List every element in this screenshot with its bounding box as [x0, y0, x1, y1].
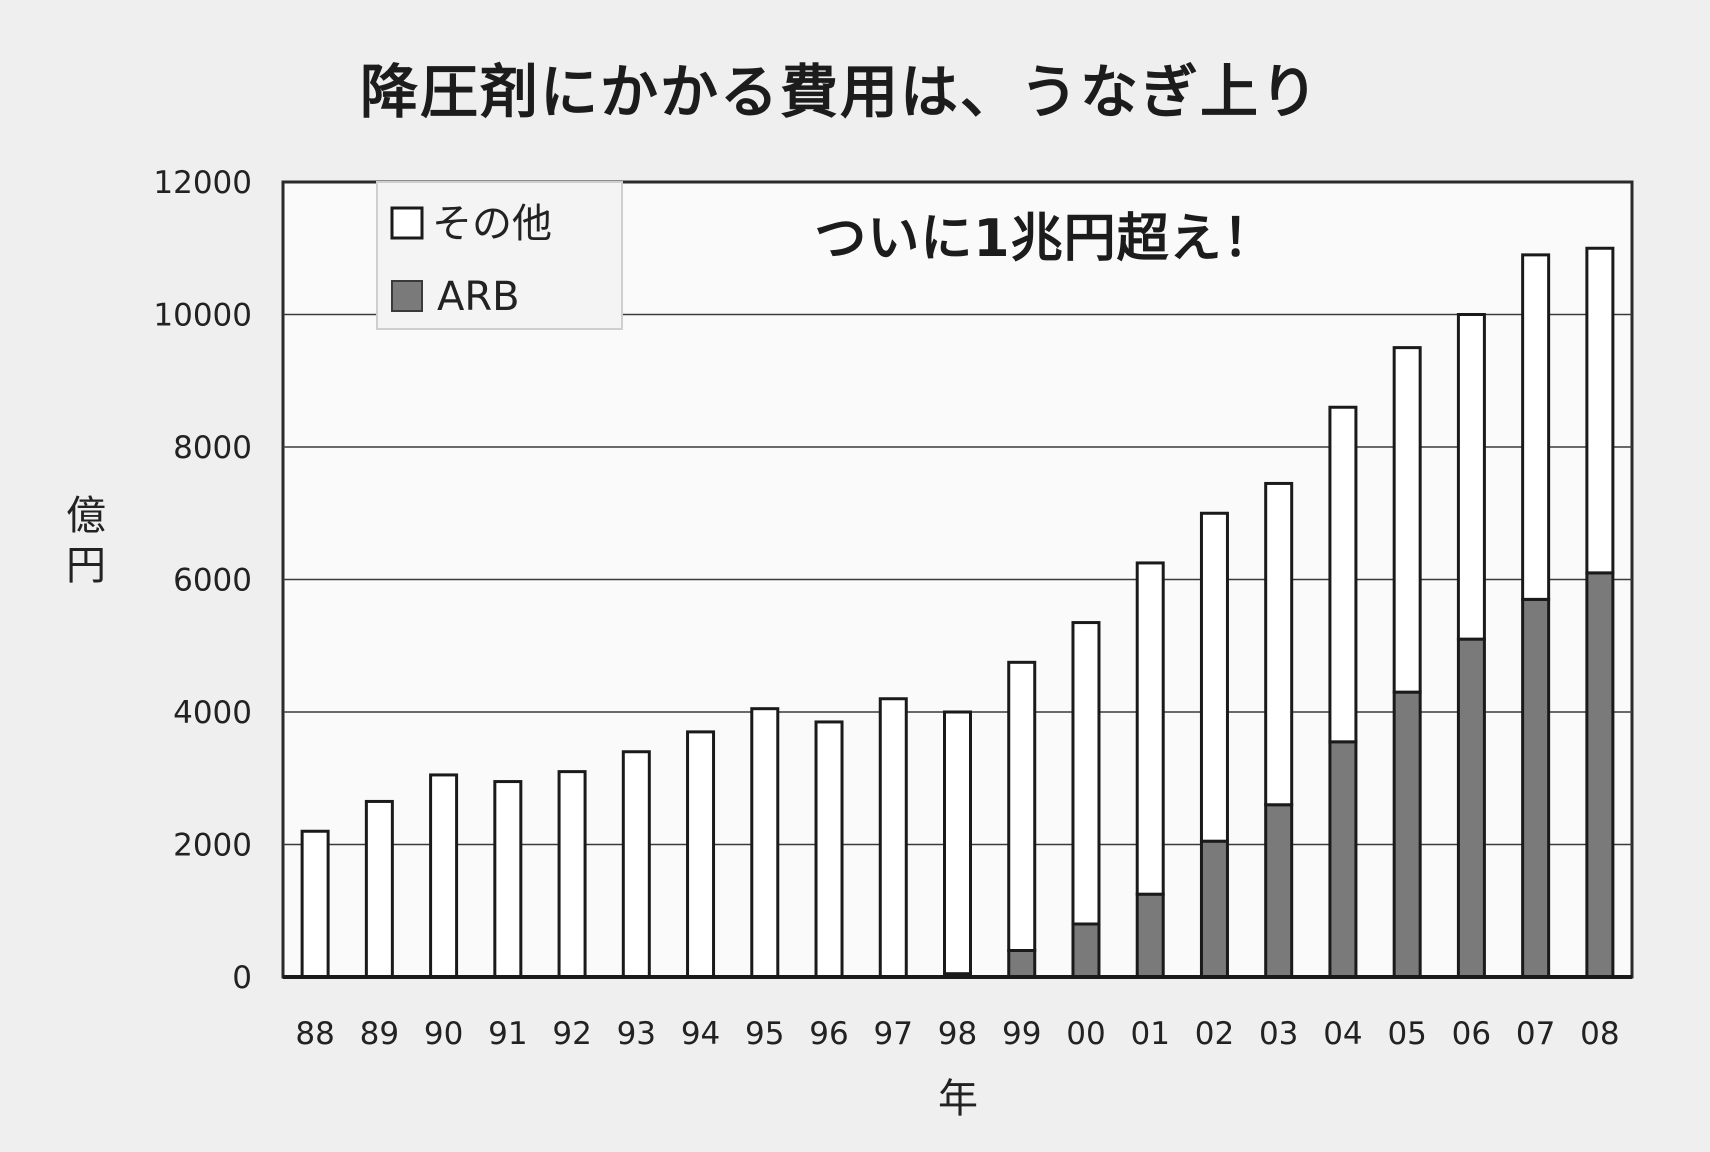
x-tick-label: 06 — [1452, 1016, 1491, 1052]
x-tick-label: 94 — [681, 1016, 720, 1052]
legend: その他 ARB — [376, 181, 623, 330]
legend-label-arb: ARB — [437, 274, 520, 320]
bar-segment — [943, 710, 972, 976]
bar-segment — [1328, 405, 1358, 744]
x-tick-label: 08 — [1580, 1016, 1619, 1052]
bar-segment — [1071, 922, 1101, 979]
x-tick-label: 02 — [1195, 1016, 1234, 1052]
x-tick-label: 00 — [1066, 1016, 1105, 1052]
bar-segment — [1264, 481, 1294, 807]
x-tick-label: 90 — [424, 1016, 463, 1052]
x-tick-label: 04 — [1323, 1016, 1362, 1052]
bar-segment — [429, 773, 459, 979]
x-tick-label: 07 — [1516, 1016, 1555, 1052]
chart-title: 降圧剤にかかる費用は、うなぎ上り — [360, 58, 1320, 126]
bar-segment — [1456, 313, 1486, 641]
x-tick-label: 99 — [1002, 1016, 1041, 1052]
y-tick-label: 8000 — [173, 430, 252, 466]
bar-segment — [1456, 637, 1486, 979]
y-tick-label: 12000 — [153, 165, 252, 201]
x-tick-label: 88 — [295, 1016, 334, 1052]
x-tick-label: 05 — [1387, 1016, 1426, 1052]
x-tick-label: 92 — [552, 1016, 591, 1052]
bar-segment — [1392, 346, 1422, 694]
bar-segment — [1007, 949, 1037, 979]
bar-segment — [1585, 246, 1615, 575]
x-tick-label: 97 — [874, 1016, 913, 1052]
bar-segment — [1264, 803, 1294, 979]
bar-segment — [493, 780, 523, 979]
bar-segment — [1585, 571, 1615, 979]
x-axis-ticks: 88 89 90 91 92 93 94 95 96 97 98 99 00 01 02 03 04 05 06 07… — [295, 1016, 1619, 1052]
bar-segment — [1007, 660, 1037, 952]
bar-segment — [750, 707, 780, 979]
annotation-text: ついに1兆円超え！ — [814, 209, 1275, 269]
x-tick-label: 96 — [809, 1016, 848, 1052]
bar-segment — [621, 750, 651, 979]
y-axis-label-char: 億 — [66, 493, 106, 539]
x-tick-label: 03 — [1259, 1016, 1298, 1052]
bars — [300, 246, 1615, 979]
y-axis-label-char: 円 — [66, 543, 106, 589]
legend-label-other: その他 — [432, 201, 552, 247]
plot-area — [281, 180, 1634, 979]
y-axis-label: 億円 — [66, 493, 106, 589]
bar-segment — [1199, 839, 1229, 979]
bar-segment — [1135, 892, 1165, 979]
y-axis-ticks: 0 2000 4000 6000 8000 10000 12000 — [153, 165, 252, 996]
bar-segment — [814, 720, 844, 979]
x-tick-label: 91 — [488, 1016, 527, 1052]
x-tick-label: 95 — [745, 1016, 784, 1052]
bar-segment — [686, 730, 716, 979]
y-tick-label: 6000 — [173, 563, 252, 599]
bar-segment — [300, 829, 330, 979]
y-tick-label: 10000 — [153, 298, 252, 334]
x-tick-label: 93 — [617, 1016, 656, 1052]
bar-segment — [1328, 740, 1358, 979]
bar-segment — [1521, 253, 1551, 601]
y-tick-label: 0 — [232, 960, 252, 996]
bar-segment — [557, 770, 587, 979]
bar-segment — [1135, 561, 1165, 896]
bar-segment — [1071, 621, 1101, 926]
x-tick-label: 89 — [360, 1016, 399, 1052]
y-tick-label: 4000 — [173, 695, 252, 731]
x-tick-label: 01 — [1130, 1016, 1169, 1052]
x-tick-label: 98 — [938, 1016, 977, 1052]
y-tick-label: 2000 — [173, 828, 252, 864]
bar-segment — [1521, 597, 1551, 979]
x-axis-label: 年 — [938, 1076, 978, 1122]
legend-swatch-other — [390, 206, 424, 240]
bar-segment — [878, 697, 908, 979]
bar-segment — [1392, 690, 1422, 979]
bar-segment — [364, 799, 394, 979]
legend-swatch-arb — [391, 280, 423, 312]
bar-segment — [1199, 511, 1229, 843]
